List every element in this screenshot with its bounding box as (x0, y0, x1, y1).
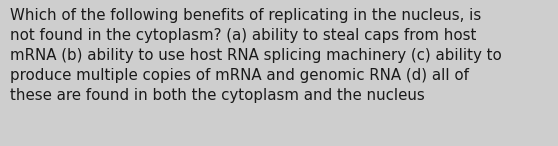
Text: Which of the following benefits of replicating in the nucleus, is
not found in t: Which of the following benefits of repli… (10, 8, 502, 103)
